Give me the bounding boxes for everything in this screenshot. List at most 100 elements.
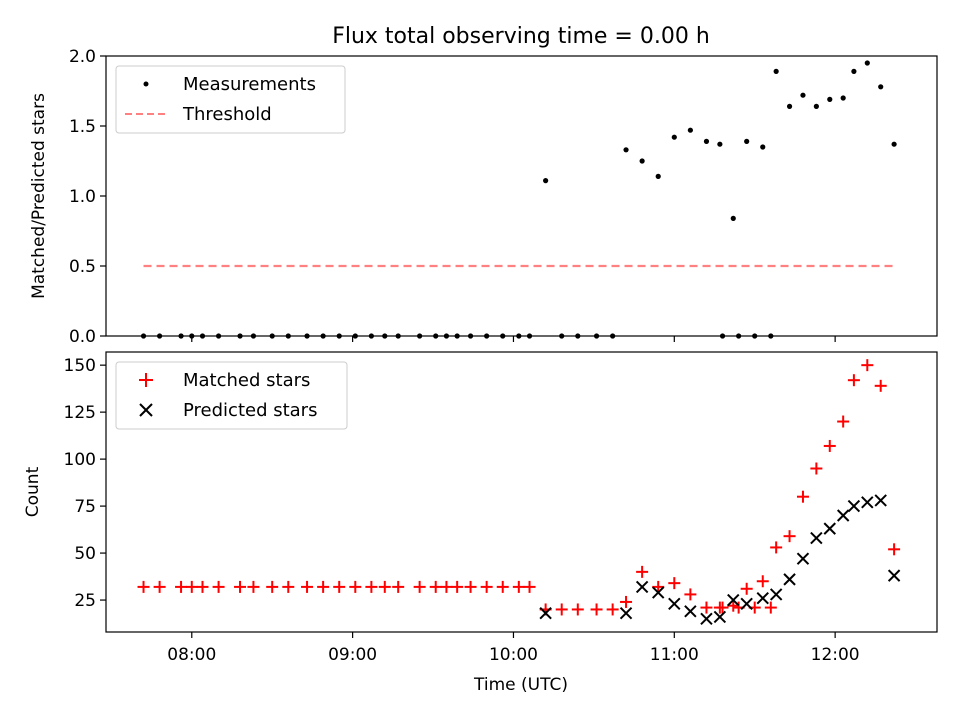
predicted-stars-point bbox=[769, 588, 783, 601]
x-tick-label: 10:00 bbox=[489, 645, 538, 665]
matched-stars-point bbox=[496, 580, 509, 593]
matched-stars-point bbox=[212, 580, 225, 593]
matched-stars-point bbox=[333, 580, 346, 593]
y-tick-label: 125 bbox=[64, 403, 96, 423]
measurements-point bbox=[827, 96, 833, 102]
predicted-stars-point bbox=[635, 580, 649, 594]
y-tick-label: 100 bbox=[64, 450, 96, 470]
x-tick-label: 12:00 bbox=[811, 645, 860, 665]
measurements-point bbox=[671, 134, 677, 140]
predicted-stars-point bbox=[887, 569, 901, 582]
measurements-point bbox=[623, 147, 629, 153]
matched-stars-point bbox=[713, 601, 726, 614]
matched-stars-point bbox=[888, 543, 901, 556]
predicted-stars-point bbox=[756, 591, 769, 605]
matched-stars-point bbox=[555, 603, 568, 616]
legend-label-predicted-stars: Predicted stars bbox=[183, 400, 317, 421]
matched-stars-point bbox=[349, 580, 362, 593]
measurements-point bbox=[687, 127, 693, 133]
y-tick-label: 1.0 bbox=[69, 187, 96, 207]
matched-stars-point bbox=[378, 580, 391, 593]
measurements-point bbox=[891, 141, 897, 147]
predicted-stars-point bbox=[783, 573, 796, 586]
matched-stars-point bbox=[861, 359, 874, 372]
measurements-point bbox=[730, 215, 736, 221]
matched-stars-point bbox=[727, 599, 740, 612]
matched-stars-point bbox=[451, 580, 464, 593]
legend-label-measurements: Measurements bbox=[183, 74, 316, 95]
matched-stars-point bbox=[764, 601, 777, 614]
matched-stars-point bbox=[153, 580, 166, 593]
predicted-stars-point bbox=[539, 607, 552, 620]
matched-stars-point bbox=[234, 580, 247, 593]
y-tick-label: 50 bbox=[74, 544, 96, 564]
y-tick-label: 2.0 bbox=[69, 47, 96, 67]
matched-stars-point bbox=[684, 588, 697, 601]
matched-stars-point bbox=[365, 580, 378, 593]
predicted-stars-point bbox=[810, 531, 823, 545]
top-y-axis-label: Matched/Predicted stars bbox=[29, 93, 49, 299]
matched-stars-point bbox=[636, 565, 649, 578]
predicted-stars-point bbox=[836, 509, 850, 522]
bottom-data-layer bbox=[137, 359, 901, 626]
matched-stars-point bbox=[668, 577, 681, 590]
matched-stars-point bbox=[440, 580, 453, 593]
matched-stars-point bbox=[317, 580, 330, 593]
matched-stars-point bbox=[137, 580, 150, 593]
bottom-axes-frame bbox=[105, 351, 938, 633]
matched-stars-point bbox=[740, 582, 753, 595]
predicted-stars-point bbox=[874, 494, 887, 507]
measurements-point bbox=[543, 178, 549, 184]
matched-stars-point bbox=[606, 603, 619, 616]
matched-stars-point bbox=[266, 580, 279, 593]
top-axes: 0.00.51.01.52.0 Matched/Predicted stars … bbox=[29, 47, 938, 347]
predicted-stars-point bbox=[684, 605, 697, 618]
top-data-layer bbox=[140, 60, 897, 339]
y-tick-label: 75 bbox=[74, 497, 96, 517]
matched-stars-point bbox=[652, 580, 665, 593]
top-axes-frame bbox=[105, 55, 938, 337]
matched-stars-point bbox=[185, 580, 198, 593]
predicted-stars-point bbox=[740, 597, 753, 611]
x-axis-label: Time (UTC) bbox=[473, 675, 568, 695]
y-tick-label: 25 bbox=[74, 591, 96, 611]
measurements-point bbox=[717, 141, 723, 147]
legend-marker-measurements bbox=[143, 81, 149, 87]
predicted-stars-point bbox=[668, 597, 681, 611]
bottom-legend: Matched stars Predicted stars bbox=[115, 361, 348, 430]
predicted-stars-point bbox=[847, 499, 861, 513]
matched-stars-point bbox=[837, 415, 850, 428]
matched-stars-point bbox=[523, 580, 536, 593]
predicted-stars-point bbox=[700, 612, 713, 626]
matched-stars-point bbox=[847, 374, 860, 387]
measurements-point bbox=[655, 173, 661, 179]
x-tick-label: 09:00 bbox=[328, 645, 377, 665]
matched-stars-point bbox=[620, 595, 633, 608]
predicted-stars-point bbox=[727, 593, 740, 607]
bottom-legend-frame bbox=[115, 361, 348, 430]
matched-stars-point bbox=[247, 580, 260, 593]
measurements-point bbox=[744, 138, 750, 144]
measurements-point bbox=[703, 138, 710, 144]
measurements-point bbox=[773, 68, 779, 74]
legend-label-threshold: Threshold bbox=[182, 104, 272, 125]
top-legend-frame bbox=[115, 65, 346, 134]
bottom-y-axis-label: Count bbox=[23, 466, 43, 517]
matched-stars-point bbox=[464, 580, 477, 593]
matched-stars-point bbox=[783, 530, 796, 543]
measurements-point bbox=[840, 95, 846, 101]
y-tick-label: 150 bbox=[64, 356, 96, 376]
measurements-point bbox=[639, 158, 645, 164]
x-tick-label: 11:00 bbox=[650, 645, 699, 665]
top-x-tick-marks bbox=[191, 336, 836, 342]
matched-stars-point bbox=[392, 580, 405, 593]
predicted-stars-point bbox=[713, 610, 727, 624]
x-tick-label: 08:00 bbox=[167, 645, 216, 665]
matched-stars-point bbox=[810, 462, 823, 475]
matched-stars-point bbox=[770, 541, 783, 554]
y-tick-label: 1.5 bbox=[69, 117, 96, 137]
matched-stars-point bbox=[874, 379, 887, 392]
measurements-point bbox=[760, 144, 766, 150]
predicted-stars-point bbox=[619, 607, 633, 620]
